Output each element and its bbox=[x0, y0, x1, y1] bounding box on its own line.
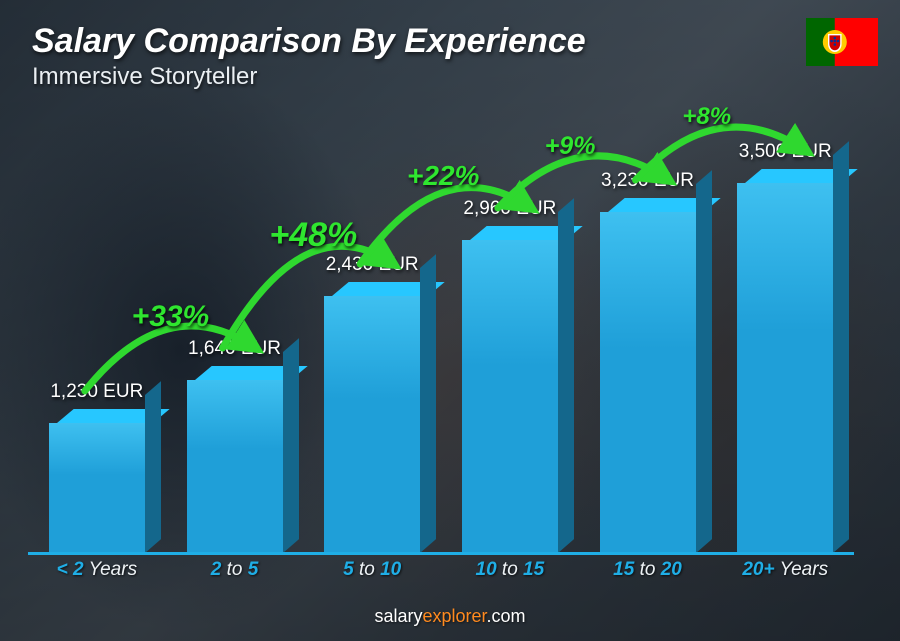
increase-percent-label: +33% bbox=[132, 300, 210, 334]
footer-suffix: .com bbox=[487, 606, 526, 626]
chart-subtitle: Immersive Storyteller bbox=[32, 63, 868, 91]
salary-bar-chart: 1,230 EUR1,640 EUR2,430 EUR2,960 EUR3,23… bbox=[28, 103, 854, 583]
footer-word2: explorer bbox=[422, 606, 486, 626]
increase-percent-label: +8% bbox=[682, 103, 731, 131]
chart-title: Salary Comparison By Experience bbox=[32, 22, 868, 61]
increase-percent-label: +9% bbox=[545, 132, 596, 161]
portugal-flag-icon bbox=[806, 18, 878, 66]
increase-percent-label: +48% bbox=[269, 216, 357, 255]
footer-word1: salary bbox=[374, 606, 422, 626]
footer-attribution: salaryexplorer.com bbox=[0, 606, 900, 627]
increase-percent-label: +22% bbox=[407, 160, 479, 192]
